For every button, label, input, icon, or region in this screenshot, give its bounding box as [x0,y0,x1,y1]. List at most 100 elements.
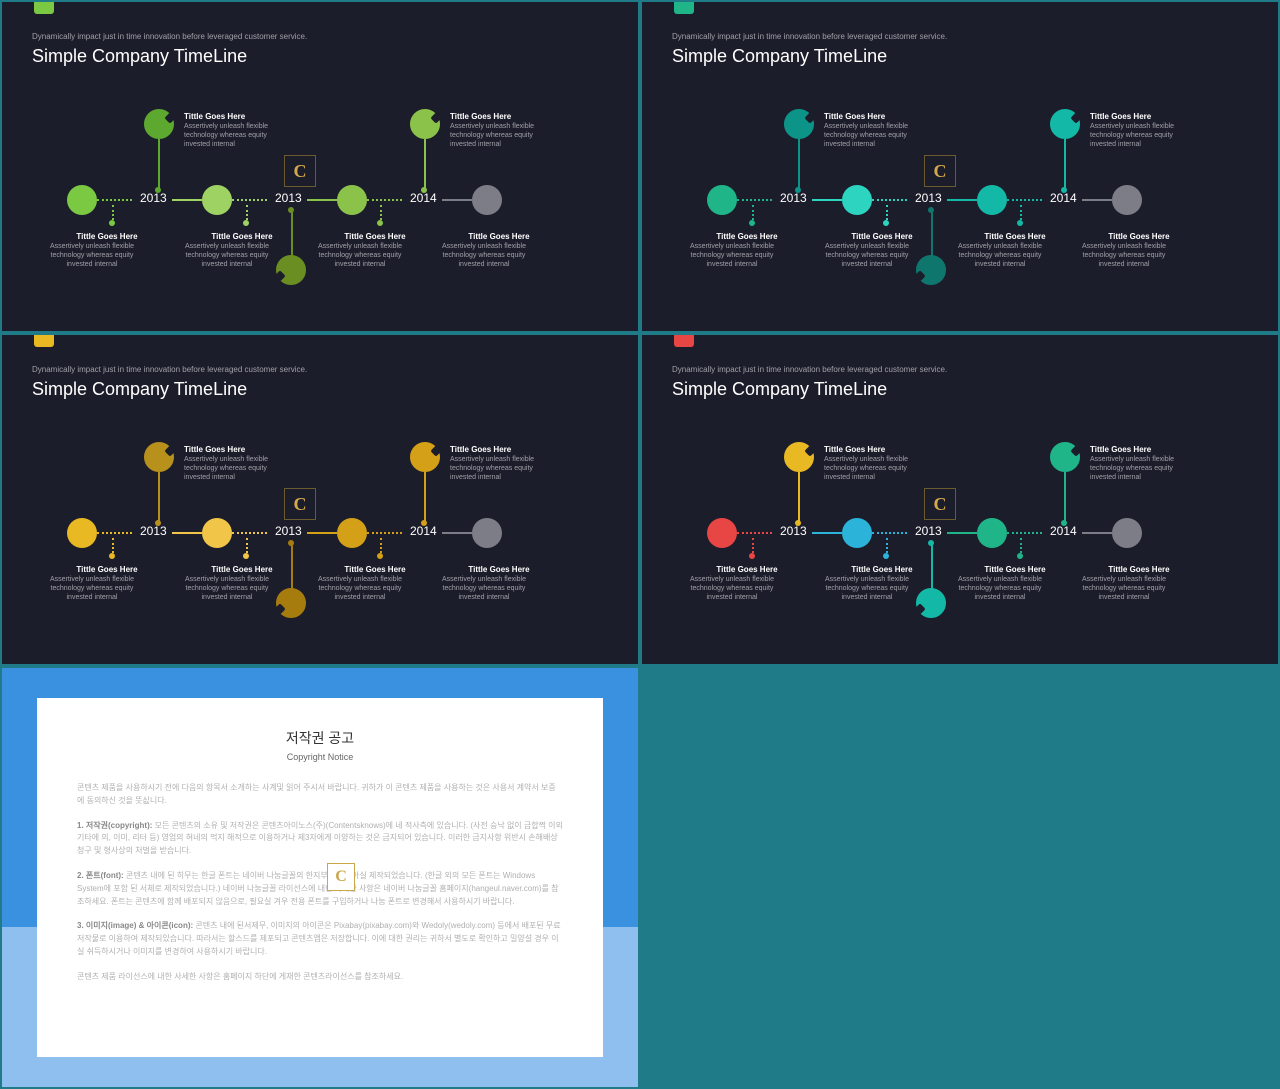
item-desc: Assertively unleash flexible technology … [812,575,922,602]
copyright-p3: 3. 이미지(image) & 아이콘(icon): 콘텐츠 내에 된서제무, … [77,920,563,958]
item-desc: Assertively unleash flexible technology … [677,575,787,602]
item-title: Tittle Goes Here [450,112,511,121]
timeline-node [337,185,367,215]
slide-title: Simple Company TimeLine [672,379,887,400]
item-title: Tittle Goes Here [184,112,245,121]
connector [367,532,402,534]
timeline-node [202,518,232,548]
item-desc: Assertively unleash flexible technology … [429,242,539,269]
item-desc: Assertively unleash flexible technology … [37,242,147,269]
slide-2: Dynamically impact just in time innovati… [640,0,1280,333]
timeline-node [707,518,737,548]
timeline: Tittle Goes Here Assertively unleash fle… [642,430,1278,630]
item-title: Tittle Goes Here [325,565,425,574]
item-desc: Assertively unleash flexible technology … [824,455,934,482]
connector-dot [883,220,889,226]
item-title: Tittle Goes Here [450,445,511,454]
connector [737,532,772,534]
timeline-node [144,109,174,139]
item-title: Tittle Goes Here [449,565,549,574]
connector [812,532,842,534]
slide-subtitle: Dynamically impact just in time innovati… [672,365,947,374]
item-desc: Assertively unleash flexible technology … [1090,455,1200,482]
slide-grid: Dynamically impact just in time innovati… [0,0,1280,1089]
connector [158,472,160,522]
item-desc: Assertively unleash flexible technology … [184,455,294,482]
connector-dot [243,220,249,226]
item-desc: Assertively unleash flexible technology … [1069,242,1179,269]
item-desc: Assertively unleash flexible technology … [677,242,787,269]
connector [97,532,132,534]
copyright-p1: 1. 저작권(copyright): 모든 콘텐츠의 소유 및 저작권은 콘텐츠… [77,820,563,858]
connector [737,199,772,201]
slide-tab [34,335,54,347]
year-label: 2013 [780,191,807,205]
timeline-node [202,185,232,215]
connector [367,199,402,201]
slide-1: Dynamically impact just in time innovati… [0,0,640,333]
item-title: Tittle Goes Here [824,112,885,121]
logo-badge: C [284,155,316,187]
connector [1020,538,1022,553]
connector [1064,139,1066,189]
slide-subtitle: Dynamically impact just in time innovati… [672,32,947,41]
item-desc: Assertively unleash flexible technology … [305,242,415,269]
connector [886,538,888,553]
connector [112,538,114,553]
item-title: Tittle Goes Here [697,232,797,241]
connector [380,538,382,553]
slide-title: Simple Company TimeLine [32,379,247,400]
year-label: 2013 [780,524,807,538]
connector [442,532,472,534]
connector [172,532,202,534]
timeline: Tittle Goes Here Assertively unleash fle… [2,97,638,297]
connector-dot [928,207,934,213]
connector [232,199,267,201]
item-title: Tittle Goes Here [1090,445,1151,454]
item-title: Tittle Goes Here [965,232,1065,241]
item-title: Tittle Goes Here [965,565,1065,574]
copyright-intro: 콘텐츠 제품을 사용하시기 전에 다음의 항목서 소개하는 사계및 읽어 주시서… [77,782,563,808]
slide-tab [34,2,54,14]
item-desc: Assertively unleash flexible technology … [945,242,1055,269]
connector [246,538,248,553]
connector [424,139,426,189]
timeline-node [67,518,97,548]
connector-dot [377,220,383,226]
year-label: 2013 [275,524,302,538]
connector [1007,532,1042,534]
slide-4: Dynamically impact just in time innovati… [640,333,1280,666]
connector [798,139,800,189]
item-desc: Assertively unleash flexible technology … [37,575,147,602]
item-title: Tittle Goes Here [1090,112,1151,121]
year-label: 2013 [915,191,942,205]
item-title: Tittle Goes Here [832,565,932,574]
year-label: 2013 [275,191,302,205]
item-title: Tittle Goes Here [697,565,797,574]
connector-dot [928,540,934,546]
connector [442,199,472,201]
connector [380,205,382,220]
connector-dot [883,553,889,559]
item-desc: Assertively unleash flexible technology … [812,242,922,269]
timeline-node [1050,109,1080,139]
year-label: 2014 [1050,191,1077,205]
connector-dot [749,220,755,226]
connector [232,532,267,534]
logo-badge: C [924,155,956,187]
year-label: 2014 [1050,524,1077,538]
connector [112,205,114,220]
item-title: Tittle Goes Here [824,445,885,454]
connector [1064,472,1066,522]
slide-title: Simple Company TimeLine [32,46,247,67]
timeline-node [842,185,872,215]
connector-dot [109,553,115,559]
item-desc: Assertively unleash flexible technology … [305,575,415,602]
timeline-node [977,185,1007,215]
connector [172,199,202,201]
connector-dot [749,553,755,559]
item-title: Tittle Goes Here [832,232,932,241]
timeline-node [144,442,174,472]
connector [1082,532,1112,534]
connector-dot [377,553,383,559]
